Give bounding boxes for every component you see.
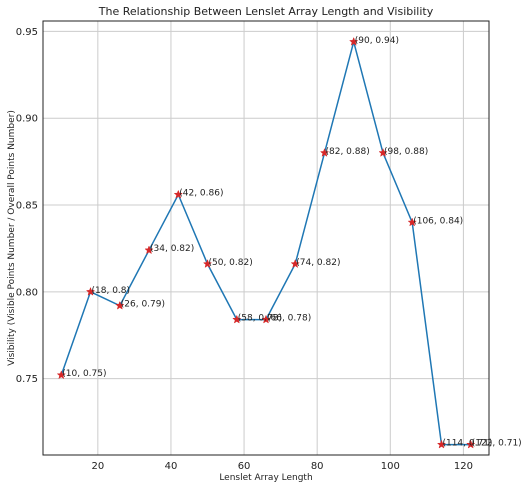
data-point-label: (114, 0.71) — [442, 439, 492, 449]
plot-frame — [42, 20, 490, 456]
data-point-marker — [85, 286, 96, 296]
data-point-label: (26, 0.79) — [121, 300, 165, 310]
y-tick-label: 0.85 — [16, 201, 38, 212]
y-axis-label: Visibility (Visible Points Number / Over… — [7, 110, 17, 366]
data-point-marker — [232, 314, 242, 324]
data-point-marker — [290, 259, 300, 268]
data-point-marker — [261, 314, 271, 324]
y-axis-ticks: 0.75 0.80 0.85 0.90 0.95 — [16, 27, 38, 385]
data-point-label: (90, 0.94) — [355, 36, 399, 46]
y-tick-label: 0.95 — [16, 27, 38, 38]
data-point-label: (106, 0.84) — [413, 216, 463, 226]
data-point-marker — [202, 259, 213, 268]
x-axis-ticks: 20 40 60 80 100 120 — [91, 461, 472, 472]
data-point-label: (122, 0.71) — [472, 439, 522, 449]
data-point-marker — [144, 245, 154, 255]
data-point-label: (74, 0.82) — [296, 258, 340, 268]
x-tick-label: 100 — [381, 461, 400, 472]
data-point-marker — [349, 36, 359, 46]
x-axis-label: Lenslet Array Length — [219, 473, 312, 483]
series-line — [60, 38, 471, 446]
data-point-marker — [319, 148, 330, 157]
x-tick-label: 40 — [165, 461, 178, 472]
x-tick-label: 80 — [311, 461, 324, 472]
data-point-label: (42, 0.86) — [179, 189, 223, 199]
data-point-marker — [56, 370, 66, 380]
x-tick-label: 20 — [91, 461, 104, 472]
series — [56, 36, 476, 449]
data-point-marker — [466, 439, 476, 449]
grid — [43, 21, 489, 455]
data-point-label: (18, 0.8) — [92, 286, 131, 296]
y-tick-label: 0.75 — [16, 374, 38, 385]
data-point-marker — [436, 439, 447, 449]
chart-title: The Relationship Between Lenslet Array L… — [98, 5, 434, 18]
data-point-label: (66, 0.78) — [267, 314, 311, 324]
data-point-label: (10, 0.75) — [62, 369, 106, 379]
data-labels: (10, 0.75) (18, 0.8) (26, 0.79) (34, 0.82) (… — [62, 36, 521, 449]
data-point-label: (50, 0.82) — [209, 258, 253, 268]
data-point-label: (34, 0.82) — [150, 244, 194, 254]
data-point-label: (82, 0.88) — [325, 147, 369, 157]
data-point-marker — [173, 189, 183, 199]
data-point-marker — [407, 217, 417, 227]
y-tick-label: 0.90 — [16, 114, 38, 125]
y-tick-label: 0.80 — [16, 287, 38, 298]
data-point-label: (98, 0.88) — [384, 147, 428, 157]
data-point-marker — [115, 300, 125, 310]
x-tick-label: 60 — [238, 461, 251, 472]
x-tick-label: 120 — [454, 461, 473, 472]
data-point-label: (58, 0.78) — [238, 314, 282, 324]
data-point-marker — [378, 148, 388, 157]
